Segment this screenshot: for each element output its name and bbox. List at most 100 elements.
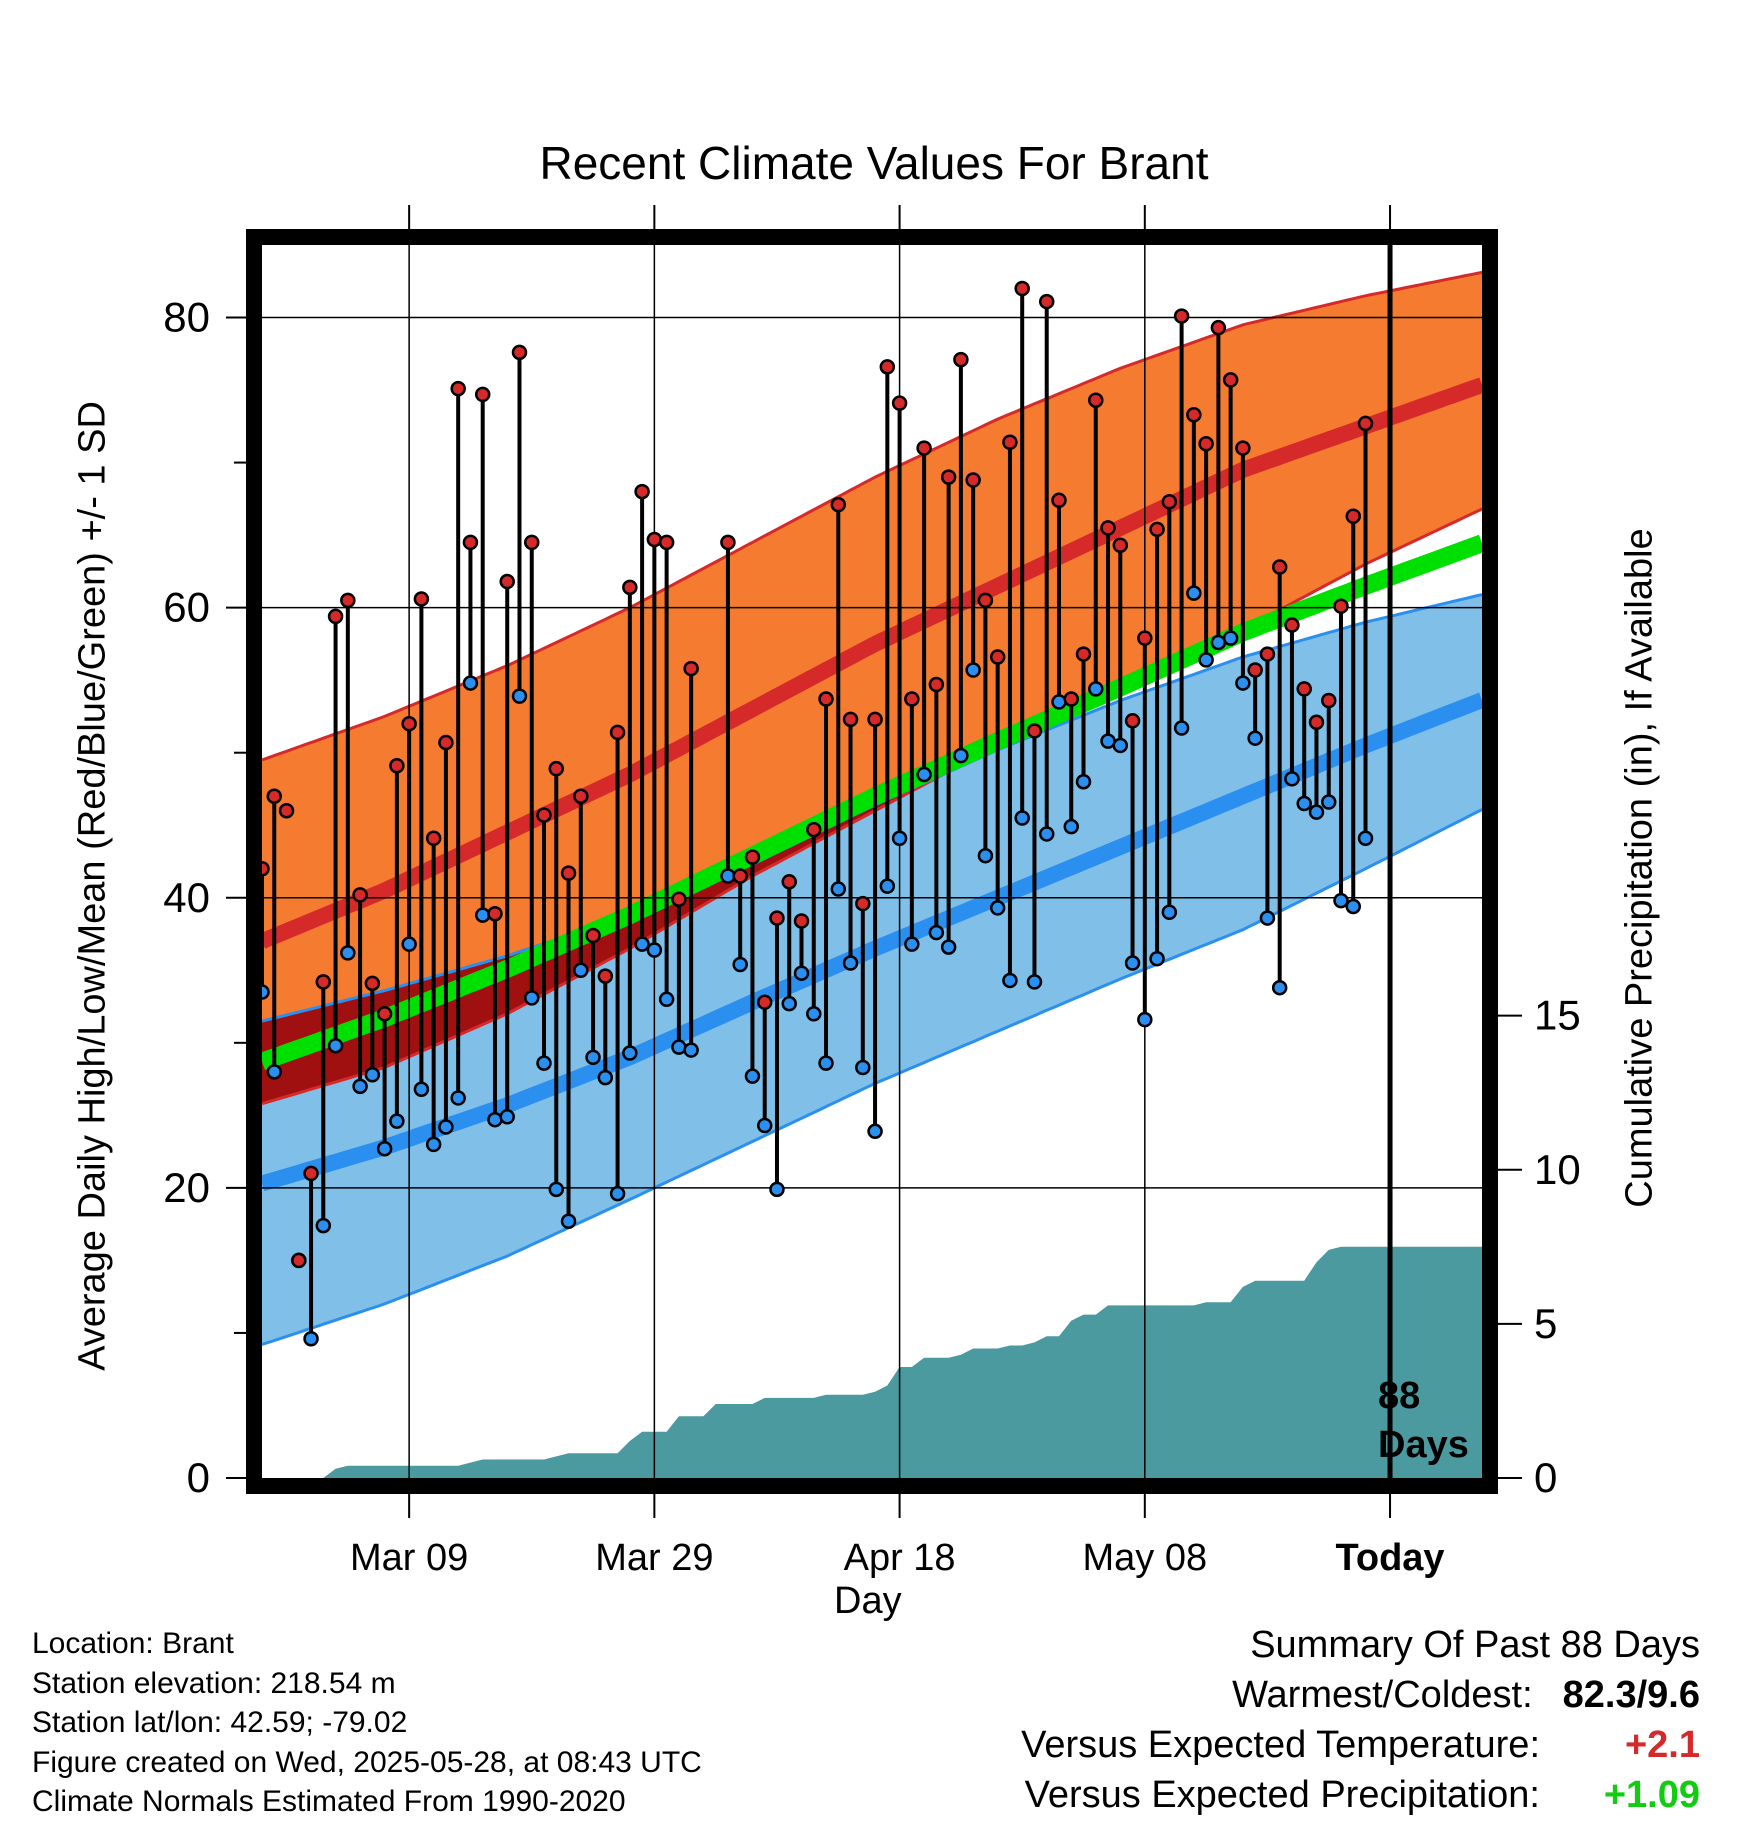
high-temp-point	[732, 868, 748, 884]
low-temp-point	[585, 1049, 601, 1066]
high-temp-point	[781, 874, 797, 890]
high-temp-point	[830, 496, 847, 513]
normal-high-line	[258, 377, 1485, 949]
high-temp-point	[573, 788, 589, 804]
low-temp-point	[487, 1111, 503, 1128]
summary-warmest-coldest: Warmest/Coldest: 82.3/9.6	[800, 1670, 1700, 1720]
y-tick-label: 20	[163, 1164, 210, 1211]
warmest-coldest-label: Warmest/Coldest:	[1232, 1674, 1533, 1716]
high-temp-point	[499, 573, 515, 590]
low-temp-point	[1137, 1011, 1153, 1028]
high-temp-point	[352, 887, 368, 903]
low-temp-point	[634, 936, 650, 952]
y2-tick-label: 0	[1534, 1454, 1557, 1501]
high-temp-point	[1186, 406, 1202, 423]
high-temp-point	[1210, 319, 1227, 336]
low-temp-point	[474, 907, 491, 923]
high-temp-point	[291, 1252, 307, 1269]
y-tick-label: 60	[163, 584, 210, 631]
low-temp-point	[1271, 979, 1288, 996]
low-temp-point	[462, 675, 479, 691]
high-temp-point	[340, 592, 356, 609]
plot-frame	[226, 205, 1522, 1518]
low-temp-point	[1014, 810, 1030, 826]
high-temp-point	[1320, 692, 1337, 709]
low-temp-point	[536, 1055, 552, 1071]
high-temp-point	[1112, 537, 1129, 554]
low-temp-point	[658, 991, 675, 1008]
high-temp-point	[536, 807, 552, 823]
low-temp-point	[376, 1140, 393, 1157]
low-temp-point	[1296, 795, 1312, 812]
low-temp-point	[1222, 630, 1239, 646]
axes-labels: 0 20 40 60 80 0 5 10 15 Mar 09 Mar 29 Apr 18 May 08 T…	[163, 294, 1580, 1579]
high-temp-point	[891, 395, 908, 411]
low-temp-point	[830, 881, 847, 897]
info-created: Figure created on Wed, 2025-05-28, at 08…	[32, 1745, 702, 1779]
low-temp-point	[511, 688, 528, 704]
low-temp-point	[879, 878, 896, 894]
high-temp-point	[940, 469, 957, 485]
high-temp-point	[658, 534, 675, 551]
high-temp-point	[548, 760, 565, 777]
high-temp-point	[376, 1006, 393, 1022]
x-tick-label: Mar 29	[595, 1537, 713, 1579]
info-normals: Climate Normals Estimated From 1990-2020	[32, 1785, 626, 1818]
low-temp-point	[413, 1081, 430, 1097]
low-temp-point	[1186, 585, 1202, 601]
high-temp-point	[585, 927, 601, 944]
low-temp-point	[597, 1069, 614, 1086]
high-temp-point	[364, 975, 381, 992]
high-temp-point	[683, 660, 699, 677]
chart-title: Recent Climate Values For Brant	[539, 137, 1209, 189]
today-annotation-unit: Days	[1378, 1424, 1469, 1466]
high-temp-point	[806, 821, 822, 838]
high-temp-point	[511, 344, 528, 361]
high-temp-point	[1308, 714, 1325, 730]
x-axis-label: Day	[834, 1580, 902, 1622]
low-temp-point	[989, 900, 1006, 916]
low-temp-point	[560, 1213, 577, 1229]
low-temp-point	[1357, 830, 1374, 847]
high-temp-point	[1038, 293, 1055, 310]
y2-axis-label: Cumulative Precipitation (in), If Availa…	[1618, 528, 1661, 1208]
high-temp-point	[744, 849, 761, 865]
high-temp-point	[1173, 308, 1190, 324]
high-temp-point	[401, 715, 417, 732]
high-temp-point	[413, 591, 430, 607]
high-temp-point	[1088, 392, 1104, 408]
y-tick-label: 40	[163, 874, 210, 921]
summary-precipitation: Versus Expected Precipitation: +1.09	[800, 1770, 1700, 1820]
high-temp-point	[609, 724, 626, 741]
x-tick-label: May 08	[1083, 1537, 1208, 1579]
daily-range-stems	[260, 288, 1368, 1339]
precipitation-area	[262, 1246, 1482, 1478]
low-temp-point	[499, 1109, 515, 1125]
low-temp-point	[867, 1123, 883, 1140]
low-temp-point	[1038, 826, 1055, 842]
low-temp-point	[340, 945, 356, 961]
high-temp-point	[487, 905, 503, 922]
high-temp-point	[1161, 494, 1178, 510]
low-temp-point	[1026, 974, 1043, 990]
high-temp-point	[965, 472, 981, 488]
high-temp-point	[1198, 435, 1214, 452]
low-temp-point	[1345, 898, 1362, 915]
high-temp-point	[769, 910, 785, 926]
info-latlon: Station lat/lon: 42.59; -79.02	[32, 1706, 408, 1739]
high-temp-point	[1296, 681, 1312, 697]
high-temp-point	[327, 608, 344, 625]
low-temp-point	[1112, 737, 1129, 754]
low-temp-point	[327, 1037, 344, 1054]
low-temp-point	[303, 1330, 319, 1347]
low-temp-point	[1284, 771, 1300, 787]
high-temp-point	[389, 758, 405, 774]
low-temp-point	[450, 1090, 466, 1106]
high-temp-point	[634, 483, 650, 500]
low-temp-point	[1173, 720, 1190, 736]
low-temp-point	[364, 1066, 381, 1083]
low-temp-point	[1124, 955, 1141, 971]
low-temp-point	[1320, 794, 1337, 810]
low-temp-point	[352, 1078, 368, 1095]
low-temp-point	[523, 990, 540, 1006]
